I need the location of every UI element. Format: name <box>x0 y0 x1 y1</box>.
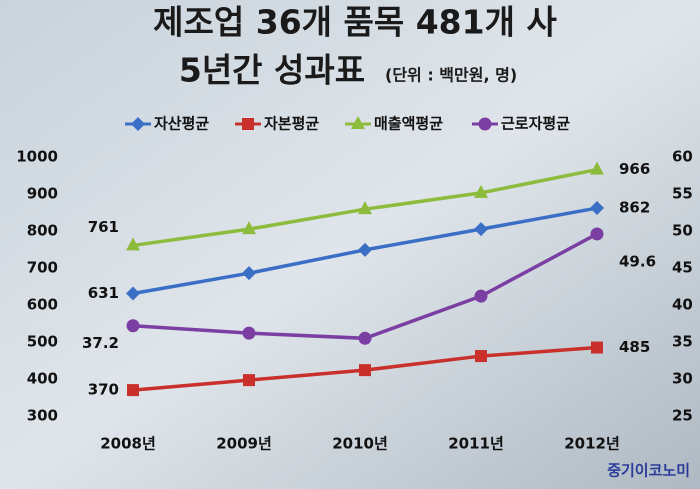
legend-label: 근로자평균 <box>501 115 570 133</box>
y2-tick-label: 30 <box>672 370 693 388</box>
y-tick-label: 300 <box>27 407 58 425</box>
marker <box>126 237 140 251</box>
marker <box>358 242 372 257</box>
y-tick-label: 1000 <box>16 148 58 166</box>
y2-tick-label: 55 <box>672 185 693 203</box>
marker <box>242 326 256 340</box>
y2-tick-label: 40 <box>672 296 693 314</box>
marker <box>243 374 255 387</box>
marker <box>351 116 365 129</box>
marker <box>359 364 371 377</box>
marker <box>475 350 487 363</box>
value-label: 49.6 <box>619 252 656 270</box>
legend-label: 매출액평균 <box>374 115 443 133</box>
marker <box>126 286 140 301</box>
marker <box>590 201 604 216</box>
source: 중기이코노미 <box>607 462 690 480</box>
x-tick-label: 2008년 <box>100 435 156 453</box>
marker <box>478 117 492 131</box>
value-label: 761 <box>88 218 119 236</box>
legend-label: 자본평균 <box>264 115 319 133</box>
marker <box>242 118 254 130</box>
marker <box>590 227 604 241</box>
y-tick-label: 900 <box>27 185 58 203</box>
x-tick-label: 2012년 <box>564 435 620 453</box>
x-tick-label: 2009년 <box>216 435 272 453</box>
marker <box>474 222 488 237</box>
value-label: 37.2 <box>82 334 119 352</box>
value-label: 862 <box>619 199 650 217</box>
marker <box>358 331 372 345</box>
y-tick-label: 500 <box>27 333 58 351</box>
value-label: 631 <box>88 284 119 302</box>
marker <box>591 341 603 354</box>
y2-tick-label: 50 <box>672 222 693 240</box>
chart-title: 5년간 성과표 <box>179 51 365 90</box>
marker <box>131 117 145 131</box>
y2-tick-label: 35 <box>672 333 693 351</box>
marker <box>242 266 256 281</box>
value-label: 370 <box>88 381 119 399</box>
marker <box>126 319 140 333</box>
legend-label: 자산평균 <box>154 115 209 133</box>
y-tick-label: 800 <box>27 222 58 240</box>
y2-tick-label: 25 <box>672 407 693 425</box>
y-tick-label: 700 <box>27 259 58 277</box>
y-tick-label: 600 <box>27 296 58 314</box>
marker <box>474 289 488 303</box>
marker <box>127 384 139 397</box>
y2-tick-label: 60 <box>672 148 693 166</box>
value-label: 966 <box>619 160 650 178</box>
y2-tick-label: 45 <box>672 259 693 277</box>
y-tick-label: 400 <box>27 370 58 388</box>
chart-title: 제조업 36개 품목 481개 사 <box>153 3 557 42</box>
value-label: 485 <box>619 338 650 356</box>
marker <box>242 221 256 235</box>
chart-subtitle: (단위 : 백만원, 명) <box>385 66 517 85</box>
marker <box>358 201 372 215</box>
x-tick-label: 2011년 <box>448 435 504 453</box>
x-tick-label: 2010년 <box>332 435 388 453</box>
marker <box>590 161 604 175</box>
marker <box>474 184 488 198</box>
